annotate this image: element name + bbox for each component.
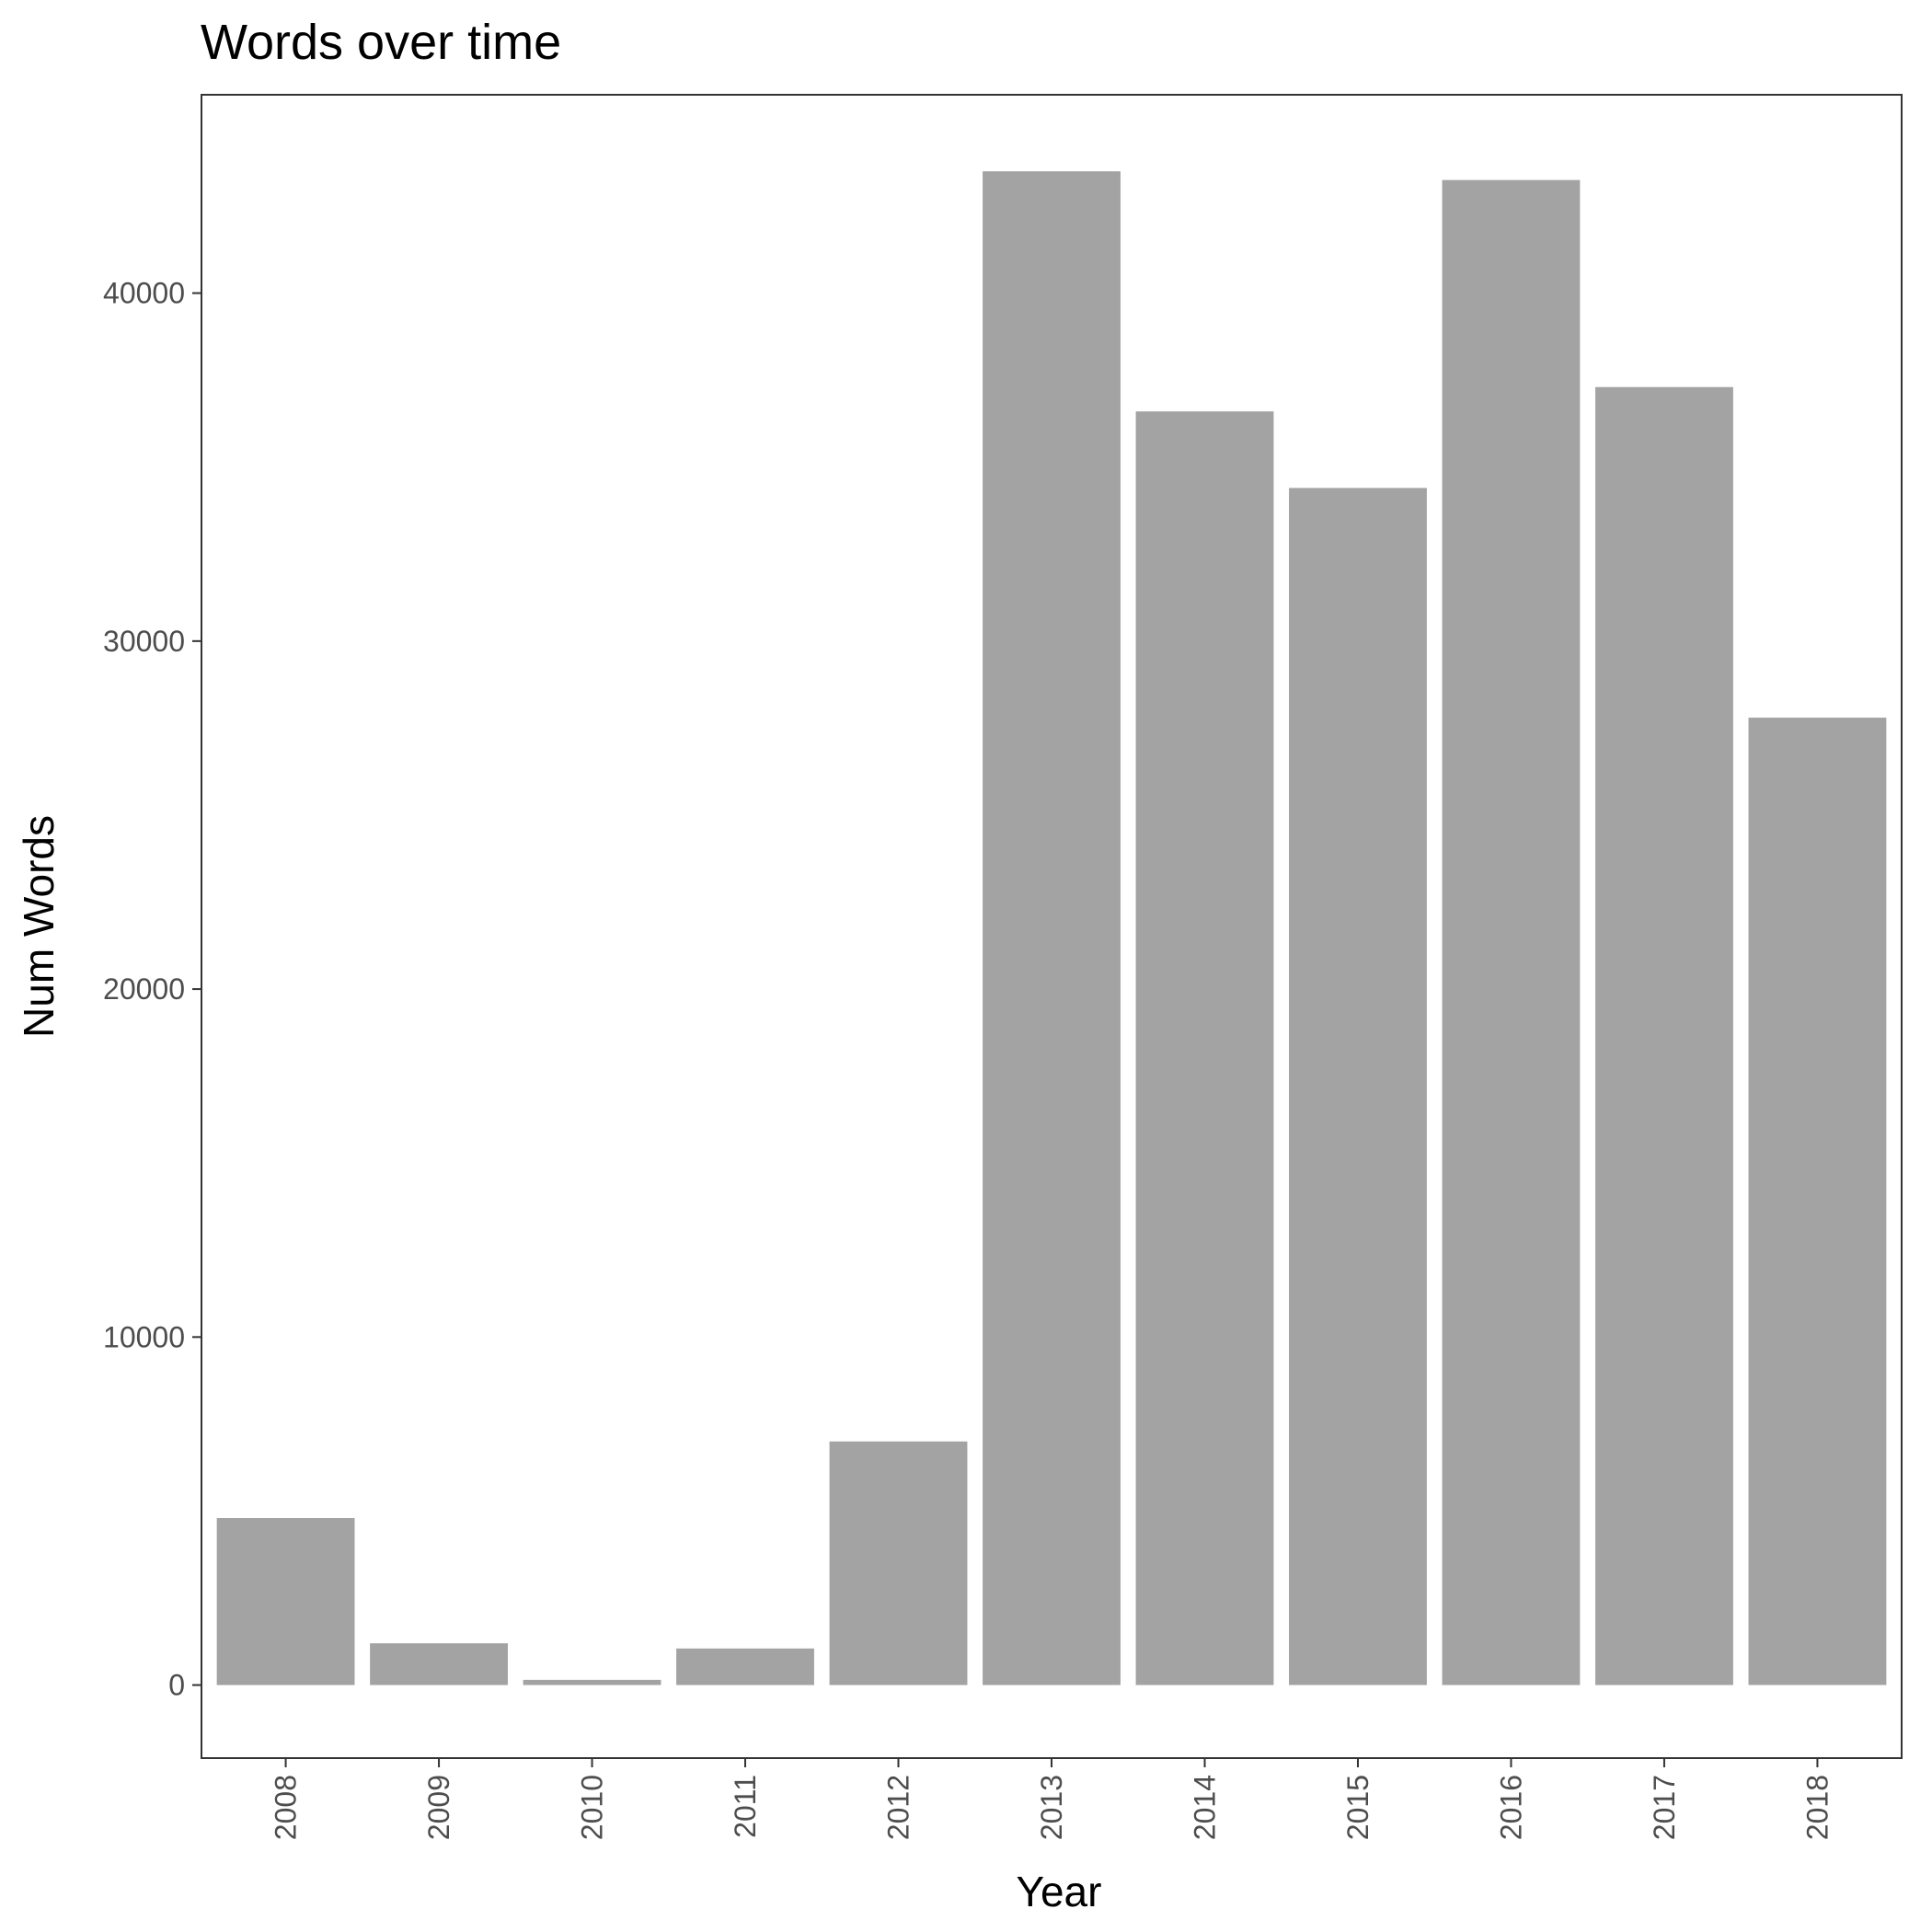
bar-2014	[1135, 411, 1274, 1685]
x-tick-label: 2009	[422, 1775, 455, 1840]
y-tick-label: 40000	[103, 277, 185, 310]
x-axis-title: Year	[1017, 1868, 1102, 1915]
x-tick-label: 2014	[1188, 1775, 1221, 1840]
x-axis: 2008 2009 2010 2011 2012 2013 2014 2015 2016 2017…	[270, 1758, 1834, 1840]
x-tick-label: 2008	[270, 1775, 303, 1840]
y-tick-label: 10000	[103, 1320, 185, 1353]
bar-2011	[676, 1648, 814, 1685]
y-tick-label: 30000	[103, 625, 185, 658]
x-tick-label: 2010	[576, 1775, 609, 1840]
bar-2015	[1289, 488, 1427, 1685]
x-tick-label: 2018	[1800, 1775, 1834, 1840]
x-tick-label: 2011	[729, 1775, 762, 1838]
bar-2013	[983, 171, 1121, 1685]
x-tick-label: 2017	[1648, 1775, 1681, 1840]
x-tick-label: 2016	[1494, 1775, 1527, 1840]
bars-group	[216, 171, 1887, 1685]
y-tick-label: 0	[168, 1669, 185, 1702]
y-axis: 0 10000 20000 30000 40000	[103, 277, 201, 1702]
x-tick-label: 2012	[882, 1775, 915, 1840]
bar-2012	[829, 1441, 968, 1685]
bar-2018	[1748, 718, 1887, 1685]
chart-title: Words over time	[201, 15, 561, 70]
bar-2008	[216, 1518, 355, 1685]
bar-2017	[1595, 386, 1733, 1685]
bar-2009	[370, 1643, 508, 1685]
y-tick-label: 20000	[103, 972, 185, 1006]
bar-2010	[523, 1679, 661, 1685]
bar-2016	[1442, 179, 1581, 1685]
y-axis-title: Num Words	[15, 815, 63, 1038]
x-tick-label: 2015	[1341, 1775, 1374, 1840]
x-tick-label: 2013	[1035, 1775, 1068, 1840]
